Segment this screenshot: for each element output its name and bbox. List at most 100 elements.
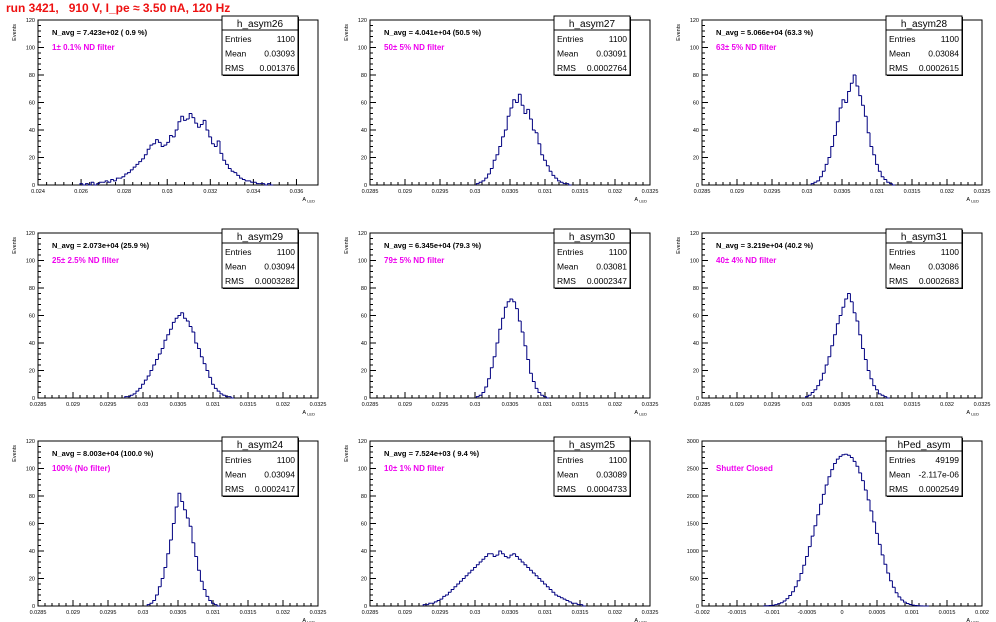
histogram-bin: [239, 175, 243, 179]
x-tick-label: 0.0015: [939, 610, 956, 616]
histogram-bin: [816, 385, 820, 390]
histogram-bin: [255, 182, 260, 185]
histogram-bin: [545, 396, 550, 399]
x-tick-label: 0.0315: [240, 610, 257, 616]
histogram-bin: [858, 321, 862, 336]
histogram-bin: [87, 183, 92, 186]
histogram-bin: [205, 120, 209, 131]
x-tick-label: 0.032: [940, 402, 954, 408]
x-tick-label: 0.0295: [764, 189, 781, 195]
histogram-bin: [177, 315, 181, 319]
stats-value: 0.0004733: [587, 484, 627, 494]
stats-value: 1100: [609, 247, 628, 257]
canvas-title: run 3421, 910 V, I_pe ≈ 3.50 nA, 120 Hz: [6, 1, 231, 15]
stats-value: 0.0002615: [919, 63, 959, 73]
y-tick-label: 0: [696, 604, 699, 610]
histogram-bin: [194, 117, 198, 124]
histogram-bin: [897, 592, 901, 598]
histogram-panel-h_asym31: 0 20 40 60 80 100 120 0.0285 0.029 0.0295 0.03 0.03…: [676, 228, 990, 417]
histogram-bin: [877, 389, 882, 395]
histogram-bin: [216, 604, 220, 607]
x-axis-title-subscript: LED: [638, 620, 647, 622]
stats-label: RMS: [225, 63, 244, 73]
histogram-bin: [205, 363, 209, 371]
y-tick-label: 1500: [687, 522, 699, 528]
histogram-bin: [819, 379, 823, 386]
y-tick-label: 120: [690, 18, 699, 24]
x-axis-title-subscript: LED: [970, 412, 979, 417]
stats-value: 1100: [277, 455, 296, 465]
histogram-bin: [866, 359, 870, 371]
histogram-bin: [174, 129, 178, 137]
x-tick-label: 0.026: [74, 189, 88, 195]
stats-label: Entries: [225, 34, 251, 44]
histogram-bin: [202, 119, 206, 125]
y-tick-label: 80: [29, 494, 35, 500]
x-tick-label: 0.0325: [310, 402, 327, 408]
histogram-bin: [124, 173, 128, 177]
histogram-bin: [171, 321, 176, 330]
x-tick-label: 0.0305: [502, 610, 519, 616]
y-axis-title: Events: [676, 24, 682, 41]
histogram-bin: [233, 171, 237, 174]
histogram-bin: [208, 596, 212, 601]
histogram-name: h_asym26: [237, 19, 284, 30]
x-tick-label: 0.032: [608, 402, 622, 408]
y-tick-label: 100: [26, 467, 35, 473]
y-tick-label: 40: [693, 341, 699, 347]
histogram-bin: [163, 339, 167, 349]
histogram-bin: [166, 334, 170, 341]
histogram-name: h_asym28: [901, 19, 948, 30]
histogram-bin: [824, 484, 828, 495]
histogram-bin: [523, 105, 527, 114]
stats-value: 0.03084: [928, 49, 959, 59]
y-tick-label: 20: [361, 156, 367, 162]
histogram-bin: [188, 518, 192, 527]
y-axis-title: Events: [344, 24, 350, 41]
histogram-bin: [138, 387, 142, 392]
histogram-bin: [269, 183, 274, 186]
y-tick-label: 100: [690, 46, 699, 52]
y-tick-label: 20: [361, 577, 367, 583]
histogram-bin: [802, 564, 806, 574]
x-tick-label: -0.002: [694, 610, 710, 616]
histogram-bin: [152, 364, 156, 371]
histogram-bin: [166, 141, 170, 146]
histogram-bin: [439, 598, 443, 601]
histogram-bin: [841, 454, 845, 457]
histogram-bin: [520, 559, 524, 563]
stats-label: RMS: [889, 63, 908, 73]
histogram-bin: [503, 129, 508, 137]
stats-label: Entries: [889, 247, 915, 257]
histogram-bin: [475, 564, 480, 568]
x-tick-label: 0.031: [870, 402, 884, 408]
x-tick-label: 0.028: [117, 189, 131, 195]
stats-value: 0.03094: [264, 470, 295, 480]
histogram-bin: [132, 393, 136, 396]
histogram-bin: [844, 298, 848, 308]
histogram-bin: [157, 139, 162, 143]
histogram-bin: [213, 603, 218, 606]
histogram-bin: [509, 107, 513, 117]
histogram-bin: [199, 124, 204, 128]
x-tick-label: 0.0325: [642, 402, 659, 408]
histogram-bin: [503, 553, 508, 557]
histogram-bin: [523, 332, 527, 347]
y-tick-label: 100: [358, 46, 367, 52]
x-tick-label: 0.03: [802, 189, 813, 195]
y-axis-title: Events: [344, 445, 350, 462]
histogram-bin: [82, 183, 86, 186]
histogram-bin: [562, 182, 566, 185]
histogram-bin: [568, 600, 572, 603]
histogram-name: h_asym30: [569, 232, 616, 243]
histogram-bin: [169, 539, 173, 554]
stats-value: 0.03094: [264, 262, 295, 272]
histogram-bin: [847, 293, 851, 299]
histogram-bin: [199, 570, 204, 582]
histogram-bin: [501, 136, 505, 147]
histogram-bin: [506, 301, 510, 308]
x-axis-title: A LED: [634, 197, 647, 204]
histogram-bin: [551, 589, 555, 593]
histogram-bin: [456, 583, 460, 587]
stats-value: 0.0002764: [587, 63, 627, 73]
